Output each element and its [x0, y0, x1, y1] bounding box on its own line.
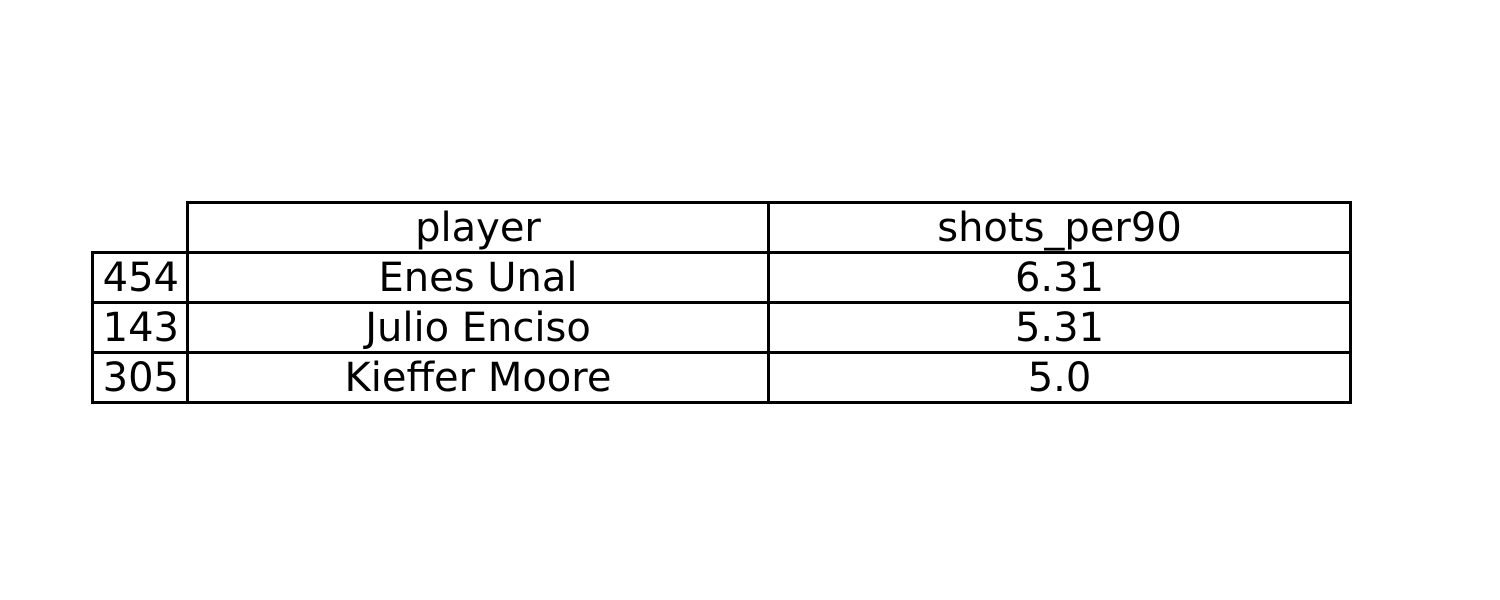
column-header-shots-per90: shots_per90 [767, 201, 1352, 254]
table-cell-player: Enes Unal [186, 251, 770, 304]
row-index-cell: 454 [91, 251, 189, 304]
table-cell-player: Julio Enciso [186, 301, 770, 354]
row-index-cell: 305 [91, 351, 189, 404]
table-cell-player: Kieffer Moore [186, 351, 770, 404]
table-cell-shots-per90: 6.31 [767, 251, 1352, 304]
table-cell-shots-per90: 5.31 [767, 301, 1352, 354]
row-index-cell: 143 [91, 301, 189, 354]
column-header-player: player [186, 201, 770, 254]
table-cell-shots-per90: 5.0 [767, 351, 1352, 404]
